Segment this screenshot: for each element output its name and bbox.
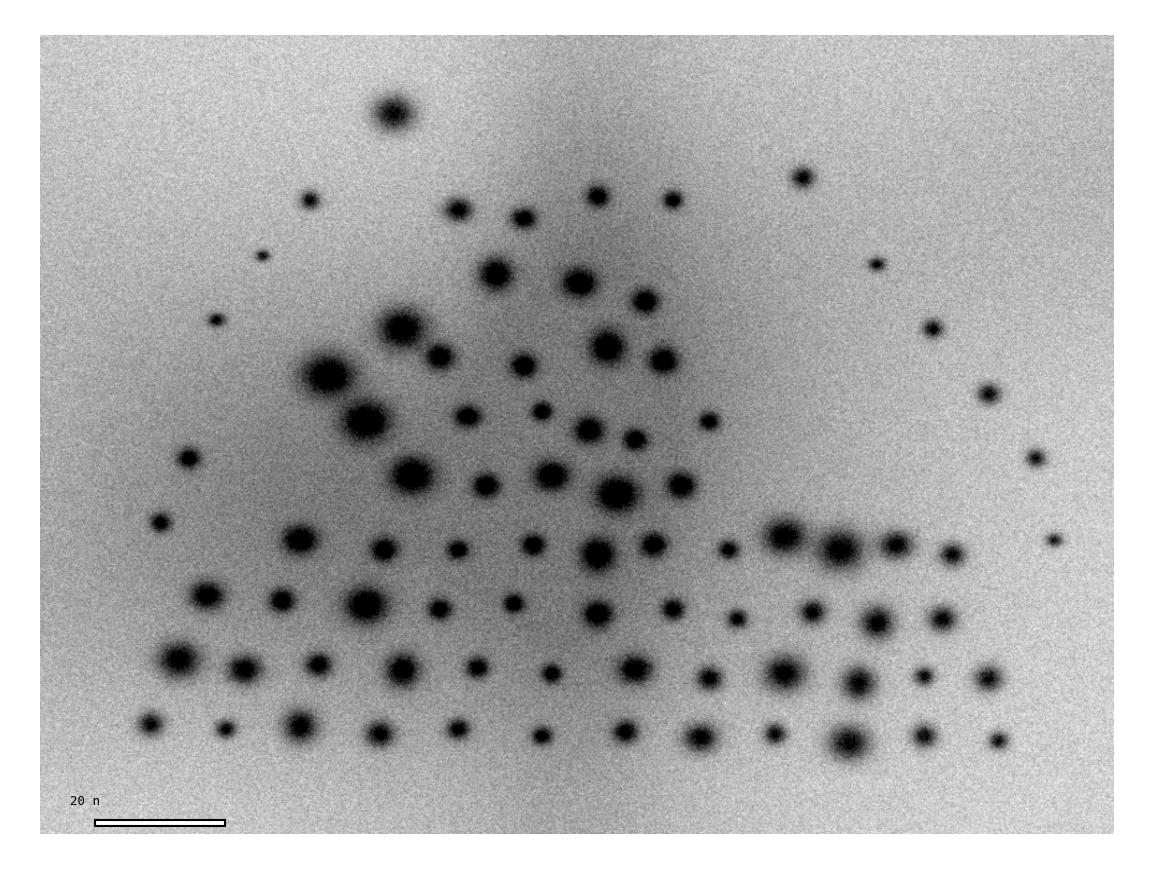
Text: 20 n: 20 n	[70, 795, 100, 808]
FancyBboxPatch shape	[95, 820, 225, 826]
